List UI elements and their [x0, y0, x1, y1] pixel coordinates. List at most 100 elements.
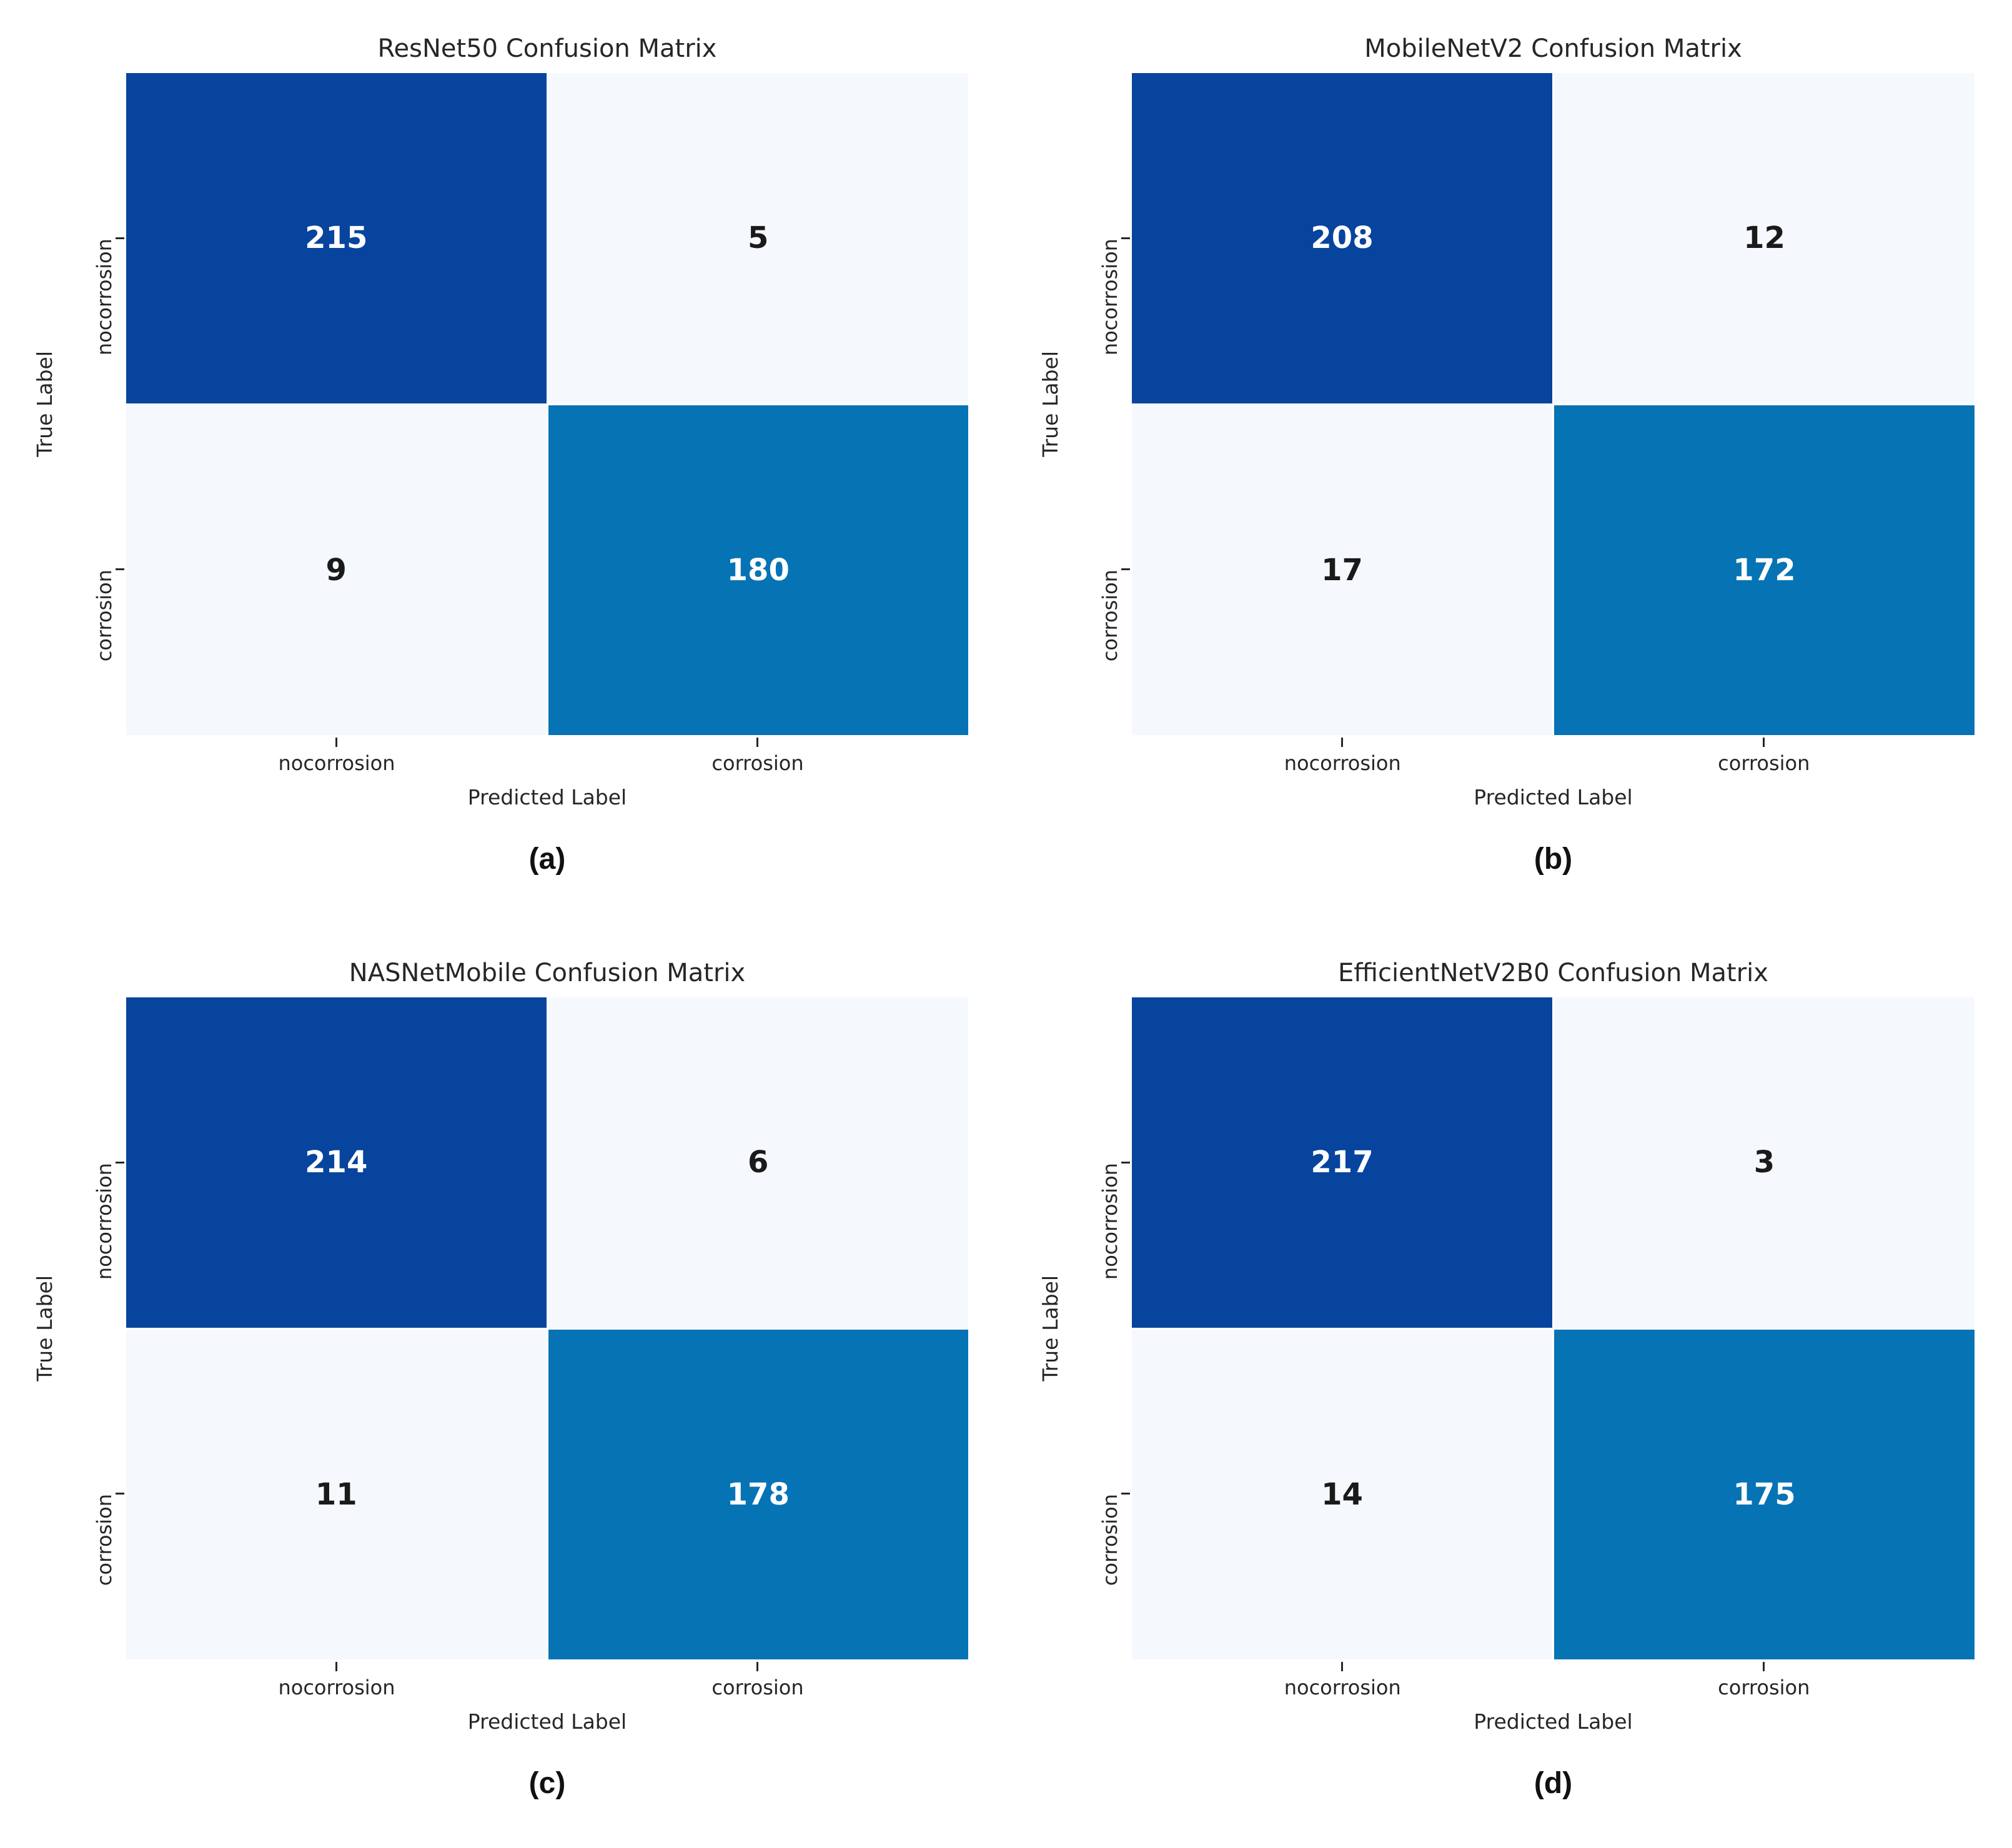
plot-c: NASNetMobile Confusion Matrix True Label… [25, 959, 968, 1801]
cell-value: 217 [1311, 1145, 1374, 1180]
x-tick-mark [1341, 738, 1344, 747]
x-tick-label-corrosion: corrosion [1718, 1676, 1810, 1699]
cell-value: 215 [305, 220, 368, 256]
confusion-matrix-panel-c: NASNetMobile Confusion Matrix True Label… [0, 924, 1006, 1848]
y-tick-column: nocorrosion corrosion [64, 997, 126, 1659]
x-tick-mark [1341, 1662, 1344, 1671]
panel-caption: (c) [528, 1767, 566, 1800]
plot-title: EfficientNetV2B0 Confusion Matrix [1338, 959, 1768, 987]
y-tick-mark [1121, 237, 1130, 239]
matrix-cell-row1-col1: 175 [1554, 1329, 1975, 1659]
x-tick-row: nocorrosion corrosion [126, 1676, 968, 1699]
heatmap-grid: 214 6 11 178 [116, 997, 968, 1671]
matrix-cell-row0-col0: 214 [126, 997, 547, 1328]
x-axis-label: Predicted Label [467, 1709, 627, 1734]
panel-caption: (a) [528, 842, 566, 876]
cell-value: 9 [325, 552, 347, 588]
x-tick-label-nocorrosion: nocorrosion [1284, 751, 1401, 775]
matrix-cell-row0-col1: 3 [1554, 997, 1975, 1328]
matrix-cell-row1-col1: 178 [548, 1329, 968, 1659]
y-tick-mark [1121, 1493, 1130, 1495]
y-axis-label: True Label [1038, 1275, 1063, 1381]
x-tick-mark [1762, 1662, 1765, 1671]
y-tick-label-corrosion: corrosion [92, 1494, 116, 1586]
x-tick-label-corrosion: corrosion [1718, 751, 1810, 775]
cell-value: 175 [1733, 1476, 1796, 1512]
matrix-cell-row0-col0: 208 [1132, 73, 1552, 403]
plot-a: ResNet50 Confusion Matrix True Label noc… [25, 34, 968, 876]
y-tick-column: nocorrosion corrosion [64, 73, 126, 735]
cell-value: 208 [1311, 220, 1374, 256]
x-tick-label-nocorrosion: nocorrosion [278, 1676, 395, 1699]
matrix-cell-row0-col1: 5 [548, 73, 968, 403]
y-tick-mark [1121, 1162, 1130, 1164]
plot-title: ResNet50 Confusion Matrix [377, 34, 717, 63]
heatmap-grid: 208 12 17 172 [1121, 73, 1975, 747]
cell-value: 14 [1321, 1476, 1363, 1512]
heatmap-grid: 215 5 9 180 [116, 73, 968, 747]
matrix-cell-row1-col0: 11 [126, 1329, 547, 1659]
matrix-cell-row0-col1: 6 [548, 997, 968, 1328]
x-tick-row: nocorrosion corrosion [126, 751, 968, 775]
y-tick-label-corrosion: corrosion [1098, 570, 1122, 662]
panel-caption: (b) [1534, 842, 1573, 876]
cell-value: 180 [726, 552, 790, 588]
heatmap-grid: 217 3 14 175 [1121, 997, 1975, 1671]
x-tick-label-nocorrosion: nocorrosion [278, 751, 395, 775]
confusion-matrix-panel-a: ResNet50 Confusion Matrix True Label noc… [0, 0, 1006, 924]
y-axis-label-column: True Label [1031, 997, 1069, 1659]
x-axis-label: Predicted Label [1474, 785, 1633, 809]
y-axis-label-column: True Label [25, 997, 64, 1659]
x-tick-mark [335, 738, 337, 747]
cell-value: 6 [748, 1145, 769, 1180]
y-tick-mark [116, 568, 124, 570]
y-tick-label-nocorrosion: nocorrosion [1098, 1163, 1122, 1280]
y-tick-label-nocorrosion: nocorrosion [1098, 239, 1122, 356]
confusion-matrix-panel-b: MobileNetV2 Confusion Matrix True Label … [1006, 0, 2012, 924]
confusion-matrix-panel-d: EfficientNetV2B0 Confusion Matrix True L… [1006, 924, 2012, 1848]
x-tick-mark [756, 738, 758, 747]
y-tick-mark [116, 1493, 124, 1495]
x-axis-label: Predicted Label [467, 785, 627, 809]
cell-value: 17 [1321, 552, 1363, 588]
matrix-cell-row1-col1: 180 [548, 405, 968, 735]
y-axis-label-column: True Label [25, 73, 64, 735]
x-tick-mark [756, 1662, 758, 1671]
y-tick-label-corrosion: corrosion [92, 570, 116, 662]
cell-value: 3 [1753, 1145, 1775, 1180]
matrix-cell-row0-col1: 12 [1554, 73, 1975, 403]
x-tick-row: nocorrosion corrosion [1132, 1676, 1975, 1699]
y-tick-column: nocorrosion corrosion [1069, 73, 1132, 735]
plot-b: MobileNetV2 Confusion Matrix True Label … [1031, 34, 1975, 876]
y-tick-mark [1121, 568, 1130, 570]
plot-d: EfficientNetV2B0 Confusion Matrix True L… [1031, 959, 1975, 1801]
y-axis-label: True Label [32, 351, 57, 457]
y-axis-label: True Label [1038, 351, 1063, 457]
x-tick-label-corrosion: corrosion [711, 1676, 804, 1699]
cell-value: 11 [315, 1476, 357, 1512]
y-tick-mark [116, 237, 124, 239]
matrix-cell-row0-col0: 215 [126, 73, 547, 403]
cell-value: 172 [1733, 552, 1796, 588]
cell-value: 178 [726, 1476, 790, 1512]
y-tick-mark [116, 1162, 124, 1164]
x-tick-label-corrosion: corrosion [711, 751, 804, 775]
x-tick-mark [335, 1662, 337, 1671]
cell-value: 214 [305, 1145, 368, 1180]
plot-title: MobileNetV2 Confusion Matrix [1364, 34, 1742, 63]
y-tick-column: nocorrosion corrosion [1069, 997, 1132, 1659]
cell-value: 12 [1743, 220, 1785, 256]
x-tick-mark [1762, 738, 1765, 747]
plot-title: NASNetMobile Confusion Matrix [349, 959, 746, 987]
matrix-cell-row1-col1: 172 [1554, 405, 1975, 735]
y-tick-label-nocorrosion: nocorrosion [92, 1163, 116, 1280]
y-tick-label-corrosion: corrosion [1098, 1494, 1122, 1586]
matrix-cell-row1-col0: 14 [1132, 1329, 1552, 1659]
x-axis-label: Predicted Label [1474, 1709, 1633, 1734]
matrix-cell-row1-col0: 17 [1132, 405, 1552, 735]
y-axis-label-column: True Label [1031, 73, 1069, 735]
matrix-cell-row1-col0: 9 [126, 405, 547, 735]
x-tick-label-nocorrosion: nocorrosion [1284, 1676, 1401, 1699]
matrix-cell-row0-col0: 217 [1132, 997, 1552, 1328]
